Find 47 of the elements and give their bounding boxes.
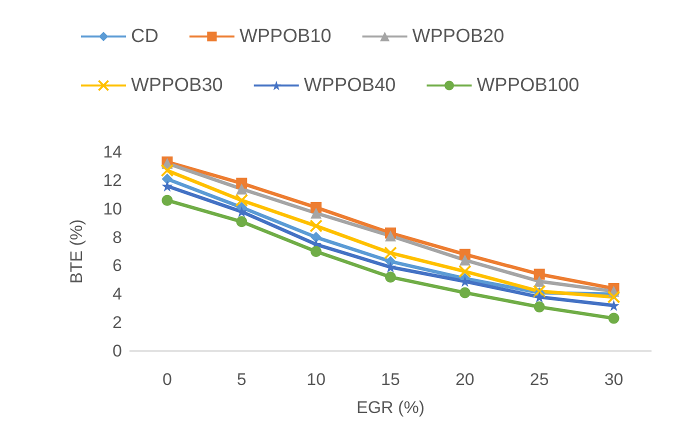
y-tick-label: 12 xyxy=(103,170,122,190)
point xyxy=(235,194,248,207)
y-tick-label: 6 xyxy=(112,256,122,276)
x-tick-label: 10 xyxy=(306,370,326,389)
point xyxy=(310,208,322,219)
point xyxy=(162,180,173,192)
y-tick-label: 0 xyxy=(112,342,122,360)
point xyxy=(459,254,470,266)
legend-label: WPPOB40 xyxy=(304,75,396,96)
point xyxy=(607,290,620,304)
point xyxy=(236,216,248,228)
point xyxy=(160,164,174,177)
x-tick-label: 20 xyxy=(455,370,474,389)
legend-label: WPPOB20 xyxy=(412,26,504,47)
legend-label: WPPOB100 xyxy=(476,75,580,96)
point xyxy=(310,246,322,257)
y-tick-label: 4 xyxy=(112,284,122,304)
point xyxy=(162,174,173,185)
point xyxy=(385,272,396,283)
y-tick-label: 8 xyxy=(112,228,122,247)
point xyxy=(458,264,472,278)
point xyxy=(310,232,322,243)
x-tick-label: 15 xyxy=(381,370,400,389)
x-axis-title: EGR (%) xyxy=(356,398,424,417)
x-tick-label: 0 xyxy=(162,370,172,389)
x-tick-label: 5 xyxy=(236,370,246,389)
point xyxy=(385,230,396,242)
x-tick-label: 25 xyxy=(530,370,549,389)
legend-label: WPPOB10 xyxy=(239,26,332,47)
point xyxy=(534,291,545,302)
point xyxy=(532,284,546,298)
point xyxy=(384,246,397,260)
y-tick-label: 10 xyxy=(103,199,122,218)
point xyxy=(534,276,545,287)
point xyxy=(608,312,620,324)
point xyxy=(310,219,323,232)
point xyxy=(534,268,545,280)
y-tick-label: 14 xyxy=(103,142,122,162)
y-axis-title: BTE (%) xyxy=(67,219,86,284)
legend-label: WPPOB30 xyxy=(131,75,223,96)
point xyxy=(162,194,173,206)
x-tick-label: 30 xyxy=(604,370,624,389)
point xyxy=(236,183,248,194)
point xyxy=(459,287,470,298)
y-tick-label: 2 xyxy=(112,313,122,332)
legend-label: CD xyxy=(131,26,158,47)
point xyxy=(534,301,545,312)
